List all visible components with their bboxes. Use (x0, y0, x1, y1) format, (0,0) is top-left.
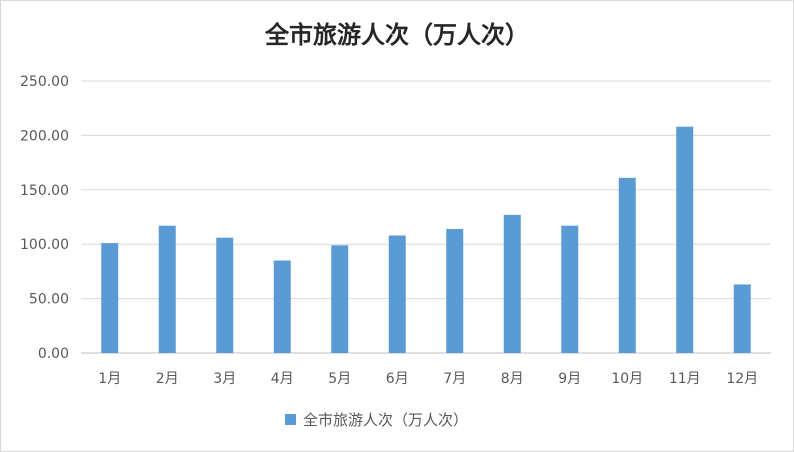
x-tick-label: 8月 (501, 371, 524, 387)
x-tick-label: 7月 (443, 371, 466, 387)
x-tick-label: 6月 (386, 371, 409, 387)
bar (388, 235, 406, 353)
x-tick-label: 12月 (726, 371, 758, 387)
x-tick-label: 9月 (558, 371, 581, 387)
bar (273, 260, 291, 353)
bar (733, 284, 751, 353)
legend: 全市旅游人次（万人次） (285, 411, 468, 429)
x-tick-label: 11月 (669, 371, 701, 387)
x-tick-label: 2月 (156, 371, 179, 387)
bar (503, 214, 521, 353)
y-tick-label: 0.00 (38, 346, 69, 362)
bar (101, 243, 119, 353)
x-tick-label: 4月 (271, 371, 294, 387)
y-axis-ticks: 0.00 50.00 100.00 150.00 200.00 250.00 (20, 74, 69, 362)
bar (216, 237, 234, 353)
x-axis-ticks: 1月 2月 3月 4月 5月 6月 7月 8月 9月 10月 11月 12月 (98, 371, 758, 387)
x-tick-label: 3月 (213, 371, 236, 387)
bar (618, 177, 636, 353)
legend-swatch (285, 414, 296, 425)
y-tick-label: 100.00 (20, 237, 69, 253)
x-tick-label: 10月 (611, 371, 643, 387)
bar (158, 225, 176, 353)
legend-label: 全市旅游人次（万人次） (303, 411, 468, 429)
bar (561, 225, 579, 353)
y-tick-label: 250.00 (20, 74, 69, 90)
x-tick-label: 5月 (328, 371, 351, 387)
y-tick-label: 50.00 (29, 292, 69, 308)
y-tick-label: 150.00 (20, 183, 69, 199)
bar (676, 126, 694, 353)
bars (101, 126, 751, 353)
bar (446, 228, 464, 353)
y-tick-label: 200.00 (20, 128, 69, 144)
x-tick-label: 1月 (98, 371, 121, 387)
bar (331, 245, 349, 353)
chart-title: 全市旅游人次（万人次） (264, 21, 529, 49)
gridlines (81, 80, 771, 354)
